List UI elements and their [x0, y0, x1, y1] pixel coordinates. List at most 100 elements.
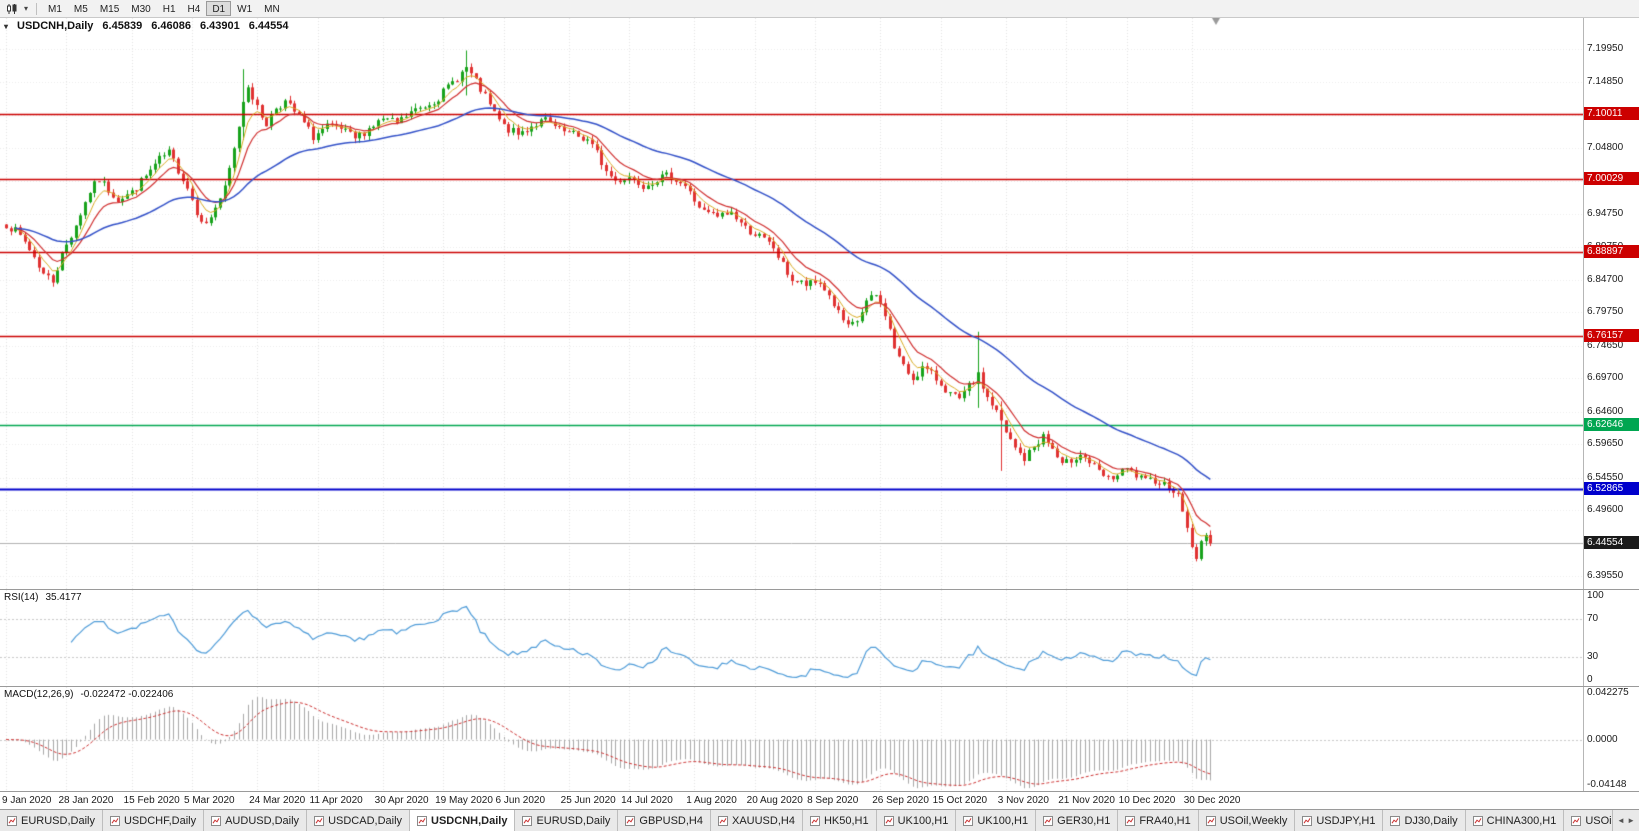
- chart-tab-dj30-daily[interactable]: DJ30,Daily: [1383, 810, 1466, 831]
- chart-tab-label: USDJPY,H1: [1316, 814, 1376, 827]
- chart-tab-china300-h1[interactable]: CHINA300,H1: [1465, 810, 1565, 831]
- time-axis-label: 25 Jun 2020: [560, 795, 616, 806]
- price-axis-column[interactable]: 7.199507.148507.098507.048006.997506.947…: [1583, 18, 1639, 589]
- chart-type-dropdown-icon[interactable]: ▾: [24, 4, 29, 13]
- chart-tab-usdcad-daily[interactable]: USDCAD,Daily: [307, 810, 411, 831]
- timeframe-button-m30[interactable]: M30: [131, 4, 151, 15]
- chart-tab-label: AUDUSD,Daily: [225, 814, 300, 827]
- chart-tab-xauusd-h4[interactable]: XAUUSD,H4: [710, 810, 803, 831]
- time-axis-label: 5 Mar 2020: [184, 795, 235, 806]
- price-chart-canvas[interactable]: [0, 18, 1583, 589]
- tab-chart-icon: [417, 815, 428, 826]
- timeframe-button-m1[interactable]: M1: [48, 4, 62, 15]
- macd-canvas[interactable]: [0, 687, 1583, 791]
- timeframe-button-d1[interactable]: D1: [206, 1, 232, 16]
- level-price-label: 6.62646: [1584, 417, 1639, 431]
- price-tick-label: 6.64600: [1587, 405, 1624, 417]
- macd-panel: 0.042275 0.0000 -0.04148 MACD(12,26,9) -0.…: [0, 686, 1639, 791]
- level-price-label: 6.76157: [1584, 328, 1639, 342]
- chart-tab-uk100-h1[interactable]: UK100,H1: [876, 810, 957, 831]
- macd-name: MACD(12,26,9): [4, 689, 74, 700]
- chart-tab-fra40-h1[interactable]: FRA40,H1: [1118, 810, 1199, 831]
- macd-axis-column[interactable]: 0.042275 0.0000 -0.04148: [1583, 687, 1639, 791]
- level-price-label: 7.00029: [1584, 172, 1639, 186]
- time-axis-label: 30 Dec 2020: [1183, 795, 1241, 806]
- chart-tab-label: USDCNH,Daily: [431, 814, 508, 827]
- rsi-axis-column[interactable]: 100 70 30 0: [1583, 590, 1639, 686]
- timeframe-button-group: M1 M5 M15 M30 H1 H4 D1 W1 MN: [42, 1, 286, 16]
- chart-tab-usdjpy-h1[interactable]: USDJPY,H1: [1295, 810, 1384, 831]
- timeframe-button-mn[interactable]: MN: [264, 4, 280, 15]
- chart-tab-gbpusd-h4[interactable]: GBPUSD,H4: [618, 810, 711, 831]
- rsi-canvas[interactable]: [0, 590, 1583, 686]
- price-tick-label: 7.14850: [1587, 75, 1624, 87]
- symbol-marker-icon: ▾: [4, 21, 9, 31]
- time-axis-label: 15 Oct 2020: [932, 795, 988, 806]
- chart-tabs-bar: EURUSD,Daily USDCHF,Daily AUDUSD,Daily USDC…: [0, 809, 1639, 831]
- chart-type-candles-icon[interactable]: [4, 3, 20, 15]
- timeframe-toolbar: ▾ M1 M5 M15 M30 H1 H4 D1 W1 MN: [0, 0, 1639, 18]
- time-axis-label: 15 Feb 2020: [123, 795, 180, 806]
- price-tick-label: 6.54550: [1587, 471, 1624, 483]
- time-axis-label: 19 May 2020: [435, 795, 493, 806]
- chart-tab-eurusd-daily[interactable]: EURUSD,Daily: [0, 810, 103, 831]
- macd-indicator-label: MACD(12,26,9) -0.022472 -0.022406: [4, 689, 173, 700]
- chart-tab-ger30-h1[interactable]: GER30,H1: [1036, 810, 1119, 831]
- timeframe-button-w1[interactable]: W1: [237, 4, 253, 15]
- price-chart-panel: 7.199507.148507.098507.048006.997506.947…: [0, 18, 1639, 589]
- chart-tab-usdchf-daily[interactable]: USDCHF,Daily: [102, 810, 205, 831]
- chart-tab-label: EURUSD,Daily: [536, 814, 611, 827]
- symbol-and-timeframe: USDCNH,Daily: [17, 20, 94, 32]
- chart-tab-hk50-h1[interactable]: HK50,H1: [802, 810, 877, 831]
- chart-tab-label: USDCHF,Daily: [123, 814, 197, 827]
- chart-tab-label: GBPUSD,H4: [639, 814, 703, 827]
- price-tick-label: 6.49600: [1587, 504, 1624, 516]
- tab-chart-icon: [109, 815, 120, 826]
- macd-tick-label: 0.042275: [1587, 687, 1629, 698]
- rsi-tick-label: 0: [1587, 674, 1593, 685]
- chart-tab-audusd-daily[interactable]: AUDUSD,Daily: [204, 810, 308, 831]
- rsi-panel: 100 70 30 0 RSI(14) 35.4177: [0, 589, 1639, 686]
- tab-chart-icon: [963, 815, 974, 826]
- price-tick-label: 6.79750: [1587, 306, 1624, 318]
- timeframe-button-h4[interactable]: H4: [187, 4, 201, 15]
- rsi-name: RSI(14): [4, 592, 39, 603]
- chart-tab-usoil-weekly[interactable]: USOil,Weekly: [1198, 810, 1296, 831]
- time-axis-label: 21 Nov 2020: [1058, 795, 1115, 806]
- chart-tab-uk100-h1[interactable]: UK100,H1: [956, 810, 1037, 831]
- chart-tab-label: CHINA300,H1: [1486, 814, 1557, 827]
- price-tick-label: 6.74650: [1587, 339, 1624, 351]
- time-axis-label: 28 Jan 2020: [58, 795, 114, 806]
- tab-chart-icon: [1205, 815, 1216, 826]
- timeframe-button-m15[interactable]: M15: [99, 4, 120, 15]
- price-tick-label: 6.69700: [1587, 372, 1624, 384]
- timeframe-button-m5[interactable]: M5: [73, 4, 88, 15]
- tab-chart-icon: [1043, 815, 1054, 826]
- time-axis-label: 24 Mar 2020: [249, 795, 306, 806]
- tab-scroll-arrows[interactable]: ◄ ►: [1611, 810, 1639, 831]
- rsi-tick-label: 30: [1587, 651, 1599, 663]
- tab-chart-icon: [211, 815, 222, 826]
- chart-tab-usoil[interactable]: USOil,: [1564, 810, 1626, 831]
- timeframe-button-h1[interactable]: H1: [162, 4, 176, 15]
- price-tick-label: 7.19950: [1587, 42, 1624, 54]
- time-axis-label: 6 Jun 2020: [495, 795, 546, 806]
- chart-tab-label: UK100,H1: [897, 814, 949, 827]
- toolbar-separator: [36, 2, 38, 15]
- tab-chart-icon: [1302, 815, 1313, 826]
- time-axis-row[interactable]: 9 Jan 2020 28 Jan 2020 15 Feb 2020 5 Mar 20…: [0, 791, 1639, 809]
- tab-chart-icon: [7, 815, 17, 826]
- tab-chart-icon: [522, 815, 533, 826]
- chart-tab-label: USOil,: [1585, 814, 1618, 827]
- chart-tab-label: EURUSD,Daily: [21, 814, 95, 827]
- tab-chart-icon: [1571, 815, 1582, 826]
- tab-chart-icon: [717, 815, 728, 826]
- chart-tab-usdcnh-daily[interactable]: USDCNH,Daily: [410, 810, 516, 831]
- rsi-value: 35.4177: [45, 592, 82, 603]
- ohlc-high: 6.46086: [151, 20, 191, 32]
- chart-title: ▾ USDCNH,Daily 6.45839 6.46086 6.43901 6…: [4, 20, 288, 32]
- chart-tab-eurusd-daily[interactable]: EURUSD,Daily: [515, 810, 619, 831]
- chart-tab-label: USDCAD,Daily: [328, 814, 403, 827]
- time-axis-label: 1 Aug 2020: [686, 795, 737, 806]
